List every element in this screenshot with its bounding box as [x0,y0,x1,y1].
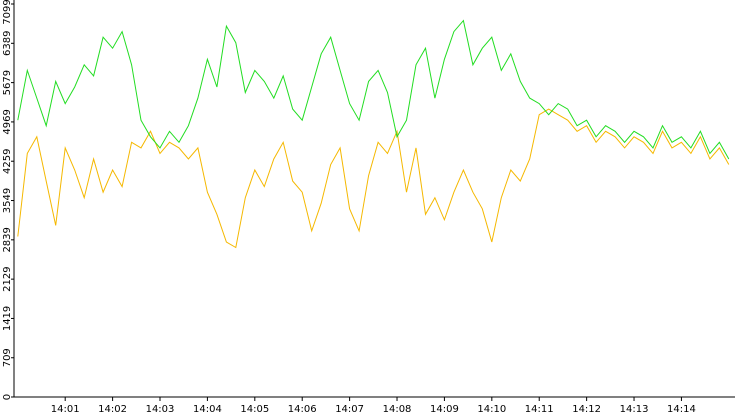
y-tick-label: 7099 [2,0,13,25]
y-tick-label: 0 [2,394,13,400]
x-tick-label: 14:07 [335,404,364,415]
y-tick-label: 4969 [2,109,13,134]
x-tick-label: 14:08 [383,404,412,415]
x-tick-label: 14:03 [146,404,175,415]
y-tick-label: 4259 [2,148,13,173]
y-tick-label: 3549 [2,188,13,213]
y-tick-label: 2839 [2,227,13,252]
y-tick-label: 6389 [2,31,13,56]
series-line [17,108,730,249]
y-tick-label: 5679 [2,70,13,95]
x-tick-label: 14:04 [193,404,222,415]
x-tick-label: 14:13 [620,404,649,415]
x-tick-label: 14:11 [525,404,554,415]
x-tick-label: 14:02 [98,404,127,415]
y-tick-label: 709 [2,348,13,367]
x-tick-label: 14:06 [288,404,317,415]
x-tick-label: 14:12 [572,404,601,415]
x-tick-label: 14:14 [667,404,696,415]
x-tick-label: 14:09 [430,404,459,415]
y-tick-label: 2129 [2,266,13,291]
x-tick-label: 14:05 [240,404,269,415]
x-tick-label: 14:01 [51,404,80,415]
y-tick-label: 1419 [2,306,13,331]
x-tick-label: 14:10 [477,404,506,415]
series-line [17,19,730,160]
